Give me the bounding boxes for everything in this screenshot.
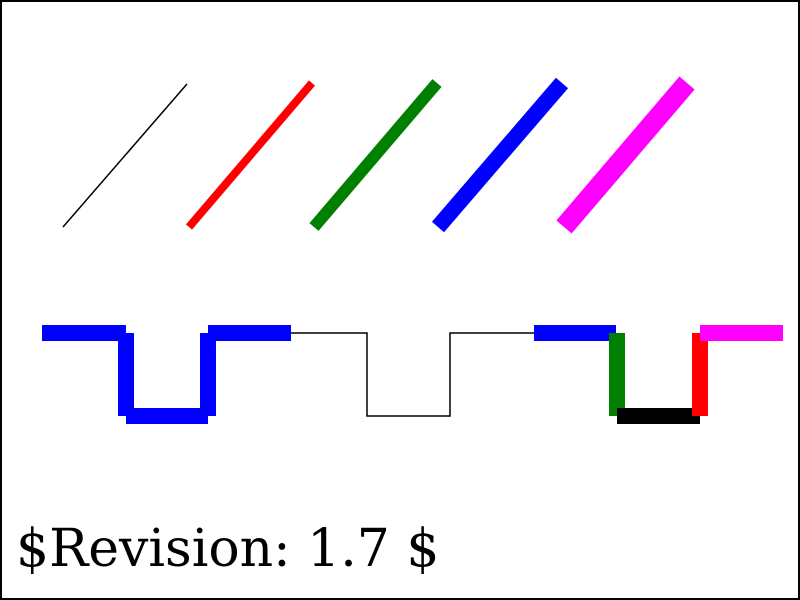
multicolor-step-path-group bbox=[534, 325, 783, 424]
black-thin-step-path bbox=[291, 332, 534, 417]
diagonal-line-green bbox=[309, 79, 442, 231]
diagonal-line-red bbox=[185, 80, 316, 230]
diagonal-line-blue bbox=[431, 77, 569, 233]
revision-label: $Revision: 1.7 $ bbox=[16, 519, 440, 579]
diagonal-line-black-thin bbox=[62, 83, 188, 228]
diagonal-line-magenta bbox=[556, 76, 695, 234]
blue-step-path-group bbox=[42, 325, 291, 424]
diagonal-lines-group bbox=[62, 76, 695, 234]
